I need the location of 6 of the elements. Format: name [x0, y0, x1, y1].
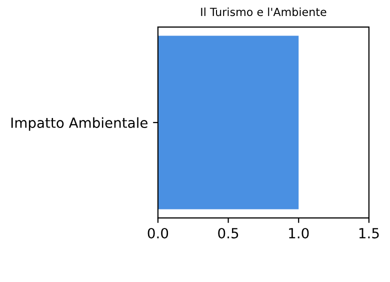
x-tick-label: 1.5	[359, 228, 379, 238]
chart-title: Il Turismo e l'Ambiente	[201, 8, 326, 16]
x-tick-label: 0.5	[218, 228, 238, 238]
x-tick-label: 1.0	[289, 228, 309, 238]
y-tick-label: Impatto Ambientale	[11, 117, 148, 131]
x-tick-label: 0.0	[148, 228, 168, 238]
